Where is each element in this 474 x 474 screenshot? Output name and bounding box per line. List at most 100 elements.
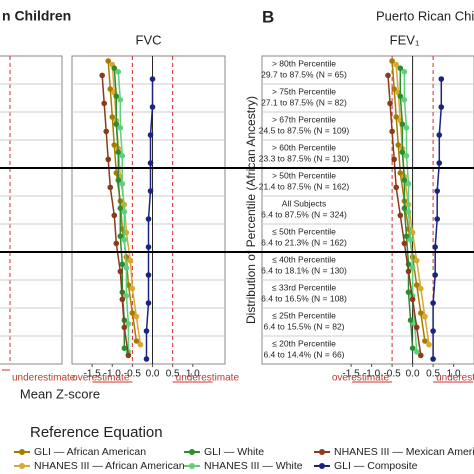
row-label: > 60th Percentile <box>272 142 336 152</box>
point <box>149 104 156 110</box>
point <box>123 293 130 299</box>
point <box>436 160 443 166</box>
point <box>119 296 126 303</box>
annotation: underestimate <box>436 373 474 384</box>
annotation: underestimate <box>12 373 76 384</box>
point <box>117 205 124 211</box>
point <box>393 184 400 191</box>
point <box>422 313 428 320</box>
point <box>145 300 152 306</box>
point <box>129 285 136 292</box>
point <box>403 233 410 239</box>
point <box>413 324 420 331</box>
point <box>393 114 400 120</box>
point <box>426 341 432 348</box>
point <box>129 310 136 316</box>
panel-b-label: B <box>262 7 274 26</box>
legend-marker <box>189 463 195 469</box>
point <box>119 153 126 159</box>
row-detail: 6.4 to 87.5% (N = 324) <box>261 209 347 219</box>
point <box>115 69 122 75</box>
point <box>117 125 124 131</box>
panel-frame <box>71 55 226 365</box>
point <box>147 160 154 166</box>
row-label: ≤ 50th Percentile <box>272 226 336 236</box>
point <box>145 244 152 250</box>
row-label: > 80th Percentile <box>272 58 336 68</box>
point <box>430 356 436 362</box>
x-tick-label: 1.0 <box>186 369 200 380</box>
point <box>434 188 441 194</box>
point <box>397 212 404 219</box>
panel-frame <box>261 55 474 365</box>
point <box>137 341 144 348</box>
point <box>111 212 118 219</box>
point <box>422 338 428 344</box>
point <box>413 257 420 264</box>
x-tick-label: -1.0 <box>104 369 122 380</box>
point <box>387 100 393 107</box>
row-label: > 67th Percentile <box>272 114 336 124</box>
row-label: > 75th Percentile <box>272 86 336 96</box>
point <box>121 209 128 215</box>
point <box>434 216 441 222</box>
x-tick-label: 0.5 <box>426 369 440 380</box>
row-detail: 21.4 to 87.5% (N = 162) <box>259 181 350 191</box>
point <box>432 272 438 278</box>
point <box>111 142 118 148</box>
point <box>413 349 420 355</box>
point <box>105 156 112 163</box>
panel-a-title: n Children <box>2 8 71 24</box>
point <box>418 352 424 359</box>
point <box>418 285 424 292</box>
y-axis-title: Distribution of Percentile (African Ance… <box>244 96 258 324</box>
row-label: All Subjects <box>282 198 326 208</box>
point <box>391 156 397 163</box>
point <box>119 261 126 268</box>
point <box>407 317 414 324</box>
point <box>397 170 404 176</box>
row-detail: 6.4 to 21.3% (N = 162) <box>261 237 347 247</box>
point <box>111 65 118 71</box>
annotation: overestimate <box>72 373 130 384</box>
point <box>99 72 105 79</box>
point <box>409 296 416 303</box>
row-label: ≤ 40th Percentile <box>272 254 336 264</box>
legend-label: NHANES III — African American <box>34 460 185 472</box>
legend-marker <box>19 463 25 469</box>
point <box>395 142 402 148</box>
point <box>397 93 404 99</box>
x-tick-label: 0.0 <box>146 369 160 380</box>
point <box>121 345 128 352</box>
point <box>125 352 132 359</box>
point <box>145 216 152 222</box>
point <box>436 132 443 138</box>
row-detail: 27.1 to 87.5% (N = 82) <box>261 97 347 107</box>
x-tick-label: 0.5 <box>166 369 180 380</box>
point <box>438 104 445 110</box>
point <box>107 86 114 92</box>
point <box>143 356 150 362</box>
row-detail: 29.7 to 87.5% (N = 65) <box>261 69 347 79</box>
legend-marker <box>19 449 25 455</box>
point <box>145 272 152 278</box>
point <box>403 153 410 159</box>
point <box>385 72 391 79</box>
x-tick-label: 1.0 <box>447 369 461 380</box>
point <box>117 97 124 103</box>
legend-marker <box>189 449 195 455</box>
point <box>389 128 395 135</box>
point <box>405 209 412 215</box>
point <box>399 149 406 155</box>
row-label: > 50th Percentile <box>272 170 336 180</box>
point <box>147 132 154 138</box>
legend-label: GLI — Composite <box>334 460 418 472</box>
point <box>401 240 408 247</box>
point <box>117 233 124 239</box>
point <box>409 345 416 352</box>
point <box>101 100 108 107</box>
point <box>121 237 128 243</box>
point <box>401 69 408 75</box>
x-tick-label: 0.0 <box>406 369 420 380</box>
